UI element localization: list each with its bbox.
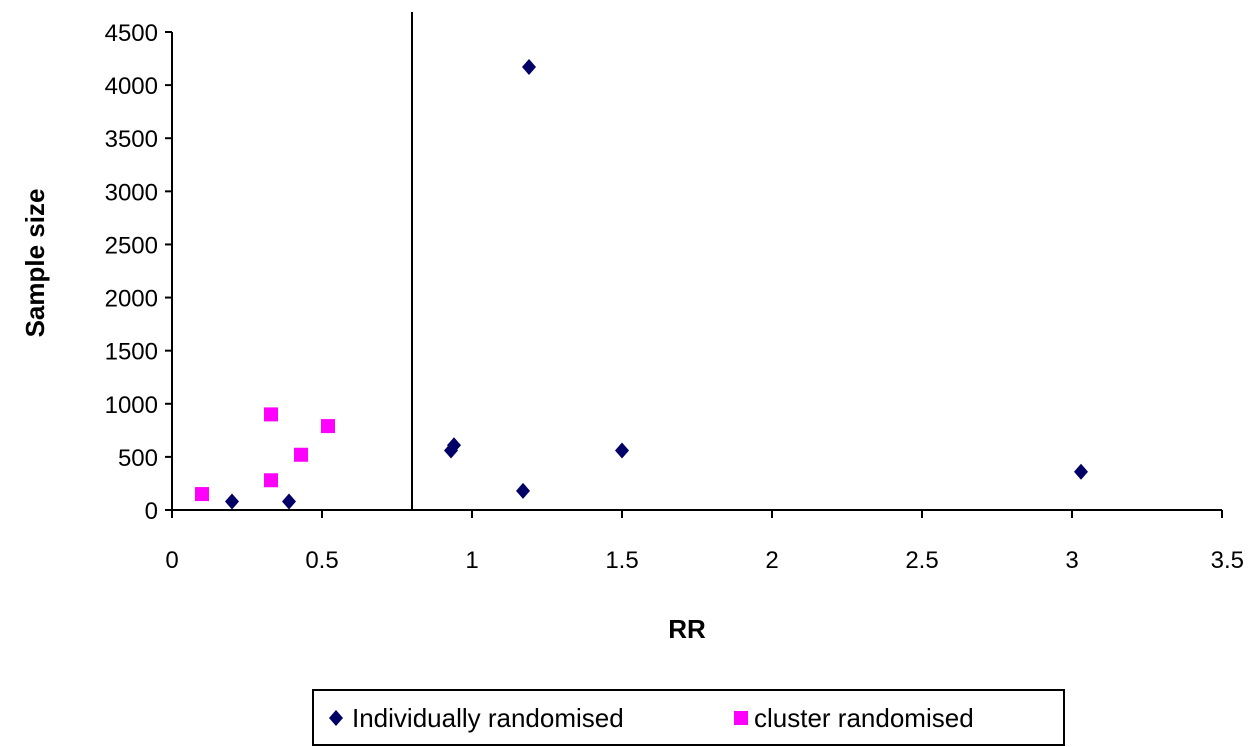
x-tick-label: 0 bbox=[165, 547, 178, 574]
legend-marker-cluster bbox=[734, 711, 748, 725]
y-tick-label: 4500 bbox=[105, 20, 158, 47]
y-tick-label: 500 bbox=[118, 445, 158, 472]
x-tick-label: 1.5 bbox=[605, 547, 638, 574]
y-tick-label: 1500 bbox=[105, 339, 158, 366]
point-cluster-randomised bbox=[294, 447, 308, 462]
point-individually-randomised bbox=[522, 59, 536, 76]
point-individually-randomised bbox=[447, 437, 461, 454]
y-tick-label: 2000 bbox=[105, 286, 158, 313]
point-individually-randomised bbox=[1074, 463, 1088, 480]
x-tick-label: 2 bbox=[765, 547, 778, 574]
point-individually-randomised bbox=[225, 493, 239, 510]
x-axis-title: RR bbox=[668, 614, 706, 644]
x-axis-ticks: 0 0.5 1 1.5 2 2.5 3 3.5 bbox=[165, 510, 1244, 574]
x-tick-label: 1 bbox=[465, 547, 478, 574]
legend: Individually randomised cluster randomis… bbox=[312, 689, 1065, 746]
legend-marker-individually bbox=[329, 710, 343, 726]
y-tick-label: 1000 bbox=[105, 392, 158, 419]
x-tick-label: 2.5 bbox=[905, 547, 938, 574]
y-tick-label: 3000 bbox=[105, 179, 158, 206]
point-individually-randomised bbox=[282, 493, 296, 510]
legend-label-individually: Individually randomised bbox=[352, 703, 624, 733]
y-tick-label: 0 bbox=[145, 498, 158, 525]
y-axis-title: Sample size bbox=[20, 189, 50, 338]
point-individually-randomised bbox=[615, 442, 629, 459]
legend-box bbox=[312, 689, 1065, 746]
point-cluster-randomised bbox=[264, 407, 278, 422]
y-tick-label: 4000 bbox=[105, 73, 158, 100]
data-points bbox=[195, 59, 1088, 510]
y-tick-label: 3500 bbox=[105, 126, 158, 153]
legend-label-cluster: cluster randomised bbox=[754, 703, 974, 733]
x-tick-label: 3 bbox=[1065, 547, 1078, 574]
point-cluster-randomised bbox=[195, 487, 209, 502]
y-tick-label: 2500 bbox=[105, 232, 158, 259]
point-cluster-randomised bbox=[264, 473, 278, 488]
point-individually-randomised bbox=[516, 482, 530, 499]
x-tick-label: 0.5 bbox=[305, 547, 338, 574]
y-axis-ticks: 0 500 1000 1500 2000 2500 3000 3500 4000 4500 bbox=[105, 20, 172, 525]
x-tick-label: 3.5 bbox=[1211, 547, 1244, 574]
point-cluster-randomised bbox=[321, 419, 335, 434]
